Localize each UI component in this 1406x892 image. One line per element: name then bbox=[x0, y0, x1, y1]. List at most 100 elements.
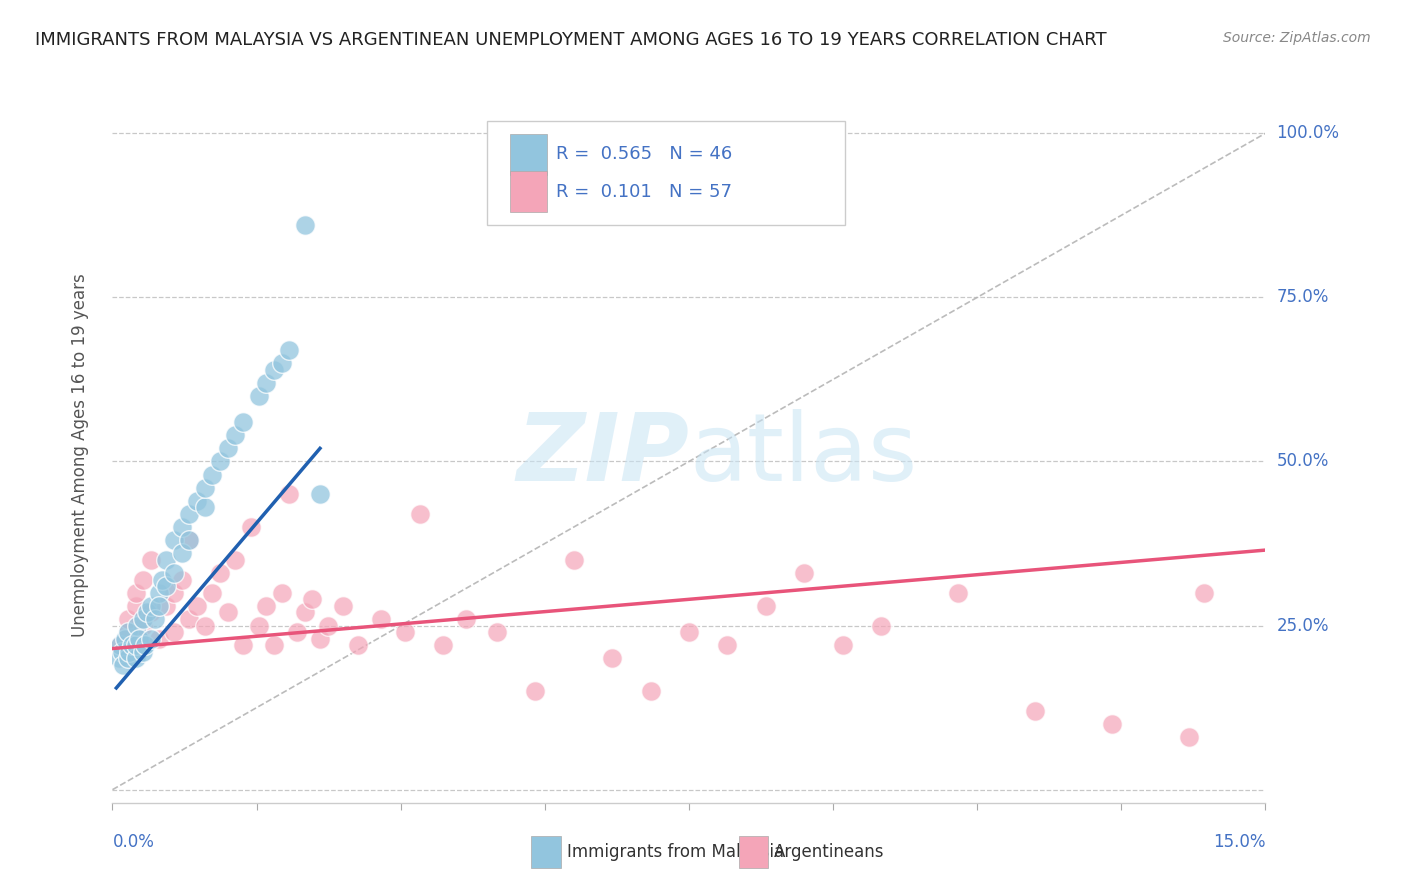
Point bbox=[134, 638, 156, 652]
Point bbox=[194, 500, 217, 515]
FancyBboxPatch shape bbox=[531, 836, 561, 868]
Text: Immigrants from Malaysia: Immigrants from Malaysia bbox=[567, 843, 785, 861]
Point bbox=[107, 651, 129, 665]
Point bbox=[278, 343, 301, 357]
Point bbox=[209, 566, 232, 580]
Point bbox=[370, 612, 392, 626]
Point bbox=[186, 494, 208, 508]
Point bbox=[139, 553, 162, 567]
Point bbox=[232, 415, 254, 429]
Point bbox=[117, 625, 139, 640]
Point bbox=[170, 520, 193, 534]
Point bbox=[128, 632, 150, 646]
Point bbox=[155, 599, 177, 613]
Point bbox=[118, 645, 141, 659]
Text: IMMIGRANTS FROM MALAYSIA VS ARGENTINEAN UNEMPLOYMENT AMONG AGES 16 TO 19 YEARS C: IMMIGRANTS FROM MALAYSIA VS ARGENTINEAN … bbox=[35, 31, 1107, 49]
FancyBboxPatch shape bbox=[738, 836, 769, 868]
Point bbox=[148, 632, 170, 646]
Point bbox=[194, 481, 217, 495]
Point bbox=[224, 428, 246, 442]
Point bbox=[1024, 704, 1046, 718]
Point bbox=[485, 625, 508, 640]
Point bbox=[108, 638, 131, 652]
Point bbox=[239, 520, 262, 534]
Point bbox=[316, 618, 339, 632]
Point bbox=[117, 612, 139, 626]
Point bbox=[194, 618, 217, 632]
Point bbox=[152, 573, 174, 587]
Point bbox=[870, 618, 893, 632]
Point bbox=[217, 442, 239, 456]
Point bbox=[201, 467, 224, 482]
Point bbox=[263, 362, 285, 376]
Point bbox=[143, 612, 166, 626]
Point bbox=[155, 579, 177, 593]
Point bbox=[1177, 730, 1199, 744]
Point bbox=[163, 625, 186, 640]
Text: Source: ZipAtlas.com: Source: ZipAtlas.com bbox=[1223, 31, 1371, 45]
FancyBboxPatch shape bbox=[488, 121, 845, 226]
Point bbox=[432, 638, 454, 652]
Text: 0.0%: 0.0% bbox=[112, 833, 155, 851]
Point bbox=[132, 618, 155, 632]
Point bbox=[562, 553, 585, 567]
Point bbox=[309, 632, 332, 646]
Point bbox=[170, 546, 193, 560]
Point bbox=[640, 684, 662, 698]
Point bbox=[136, 606, 159, 620]
Point bbox=[111, 645, 134, 659]
Point bbox=[309, 487, 332, 501]
Point bbox=[170, 573, 193, 587]
Point bbox=[301, 592, 323, 607]
Point bbox=[254, 376, 277, 390]
Point bbox=[201, 586, 224, 600]
Point bbox=[117, 651, 139, 665]
Point bbox=[232, 638, 254, 652]
Text: Argentineans: Argentineans bbox=[775, 843, 884, 861]
Point bbox=[454, 612, 477, 626]
Point bbox=[263, 638, 285, 652]
Point bbox=[716, 638, 738, 652]
Point bbox=[121, 638, 143, 652]
Point bbox=[294, 218, 316, 232]
Point bbox=[600, 651, 623, 665]
Text: 50.0%: 50.0% bbox=[1277, 452, 1329, 470]
FancyBboxPatch shape bbox=[510, 134, 547, 175]
Point bbox=[755, 599, 778, 613]
Point bbox=[124, 638, 146, 652]
Point bbox=[278, 487, 301, 501]
Text: ZIP: ZIP bbox=[516, 409, 689, 501]
Point bbox=[108, 638, 131, 652]
Point bbox=[139, 606, 162, 620]
Point bbox=[285, 625, 308, 640]
Point bbox=[132, 612, 155, 626]
Point bbox=[132, 645, 155, 659]
Point bbox=[1192, 586, 1215, 600]
Point bbox=[831, 638, 853, 652]
Point bbox=[117, 625, 139, 640]
Point bbox=[124, 651, 146, 665]
Point bbox=[139, 599, 162, 613]
Point bbox=[112, 657, 135, 672]
Point bbox=[163, 533, 186, 548]
Point bbox=[163, 566, 186, 580]
Point bbox=[148, 586, 170, 600]
Point bbox=[394, 625, 416, 640]
FancyBboxPatch shape bbox=[510, 171, 547, 212]
Point bbox=[179, 533, 201, 548]
Point bbox=[247, 389, 270, 403]
Point bbox=[224, 553, 246, 567]
Point bbox=[270, 356, 292, 370]
Point bbox=[125, 618, 148, 632]
Point bbox=[254, 599, 277, 613]
Y-axis label: Unemployment Among Ages 16 to 19 years: Unemployment Among Ages 16 to 19 years bbox=[70, 273, 89, 637]
Text: 75.0%: 75.0% bbox=[1277, 288, 1329, 306]
Text: 15.0%: 15.0% bbox=[1213, 833, 1265, 851]
Point bbox=[179, 507, 201, 521]
Point bbox=[179, 612, 201, 626]
Point bbox=[139, 632, 162, 646]
Point bbox=[332, 599, 354, 613]
Point bbox=[1101, 717, 1123, 731]
Point bbox=[270, 586, 292, 600]
Point bbox=[124, 586, 146, 600]
